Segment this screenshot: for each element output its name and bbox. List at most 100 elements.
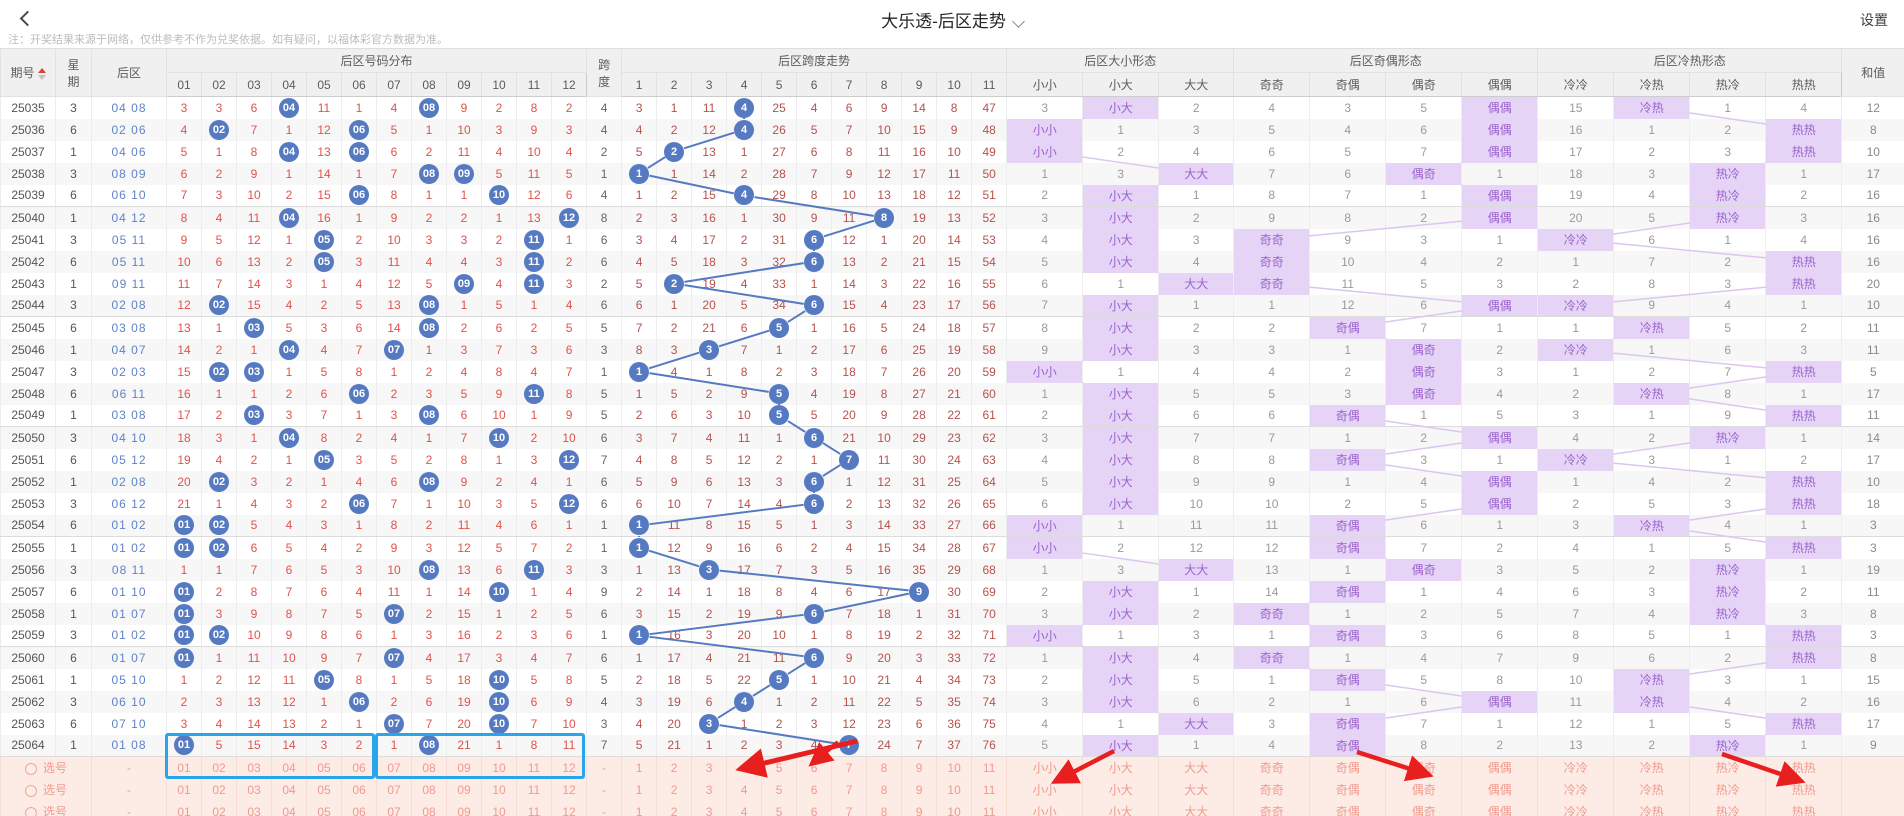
pick-trend-2[interactable]: 2 xyxy=(656,778,693,801)
pick-ch-热热[interactable]: 热热 xyxy=(1765,756,1843,779)
pick-dist-04[interactable]: 04 xyxy=(271,778,307,801)
pick-dist-06[interactable]: 06 xyxy=(341,778,377,801)
pick-dist-07[interactable]: 07 xyxy=(376,756,412,779)
pick-size-小大[interactable]: 小大 xyxy=(1082,778,1160,801)
pick-label-cell[interactable]: 选号 xyxy=(0,756,92,779)
pick-trend-5[interactable]: 5 xyxy=(761,800,798,816)
pick-dist-07[interactable]: 07 xyxy=(376,778,412,801)
pick-dist-08[interactable]: 08 xyxy=(411,800,447,816)
pick-trend-9[interactable]: 9 xyxy=(901,778,938,801)
pick-trend-7[interactable]: 7 xyxy=(831,800,868,816)
pick-trend-4[interactable]: 4 xyxy=(726,756,763,779)
pick-ch-冷冷[interactable]: 冷冷 xyxy=(1537,756,1615,779)
pick-dist-08[interactable]: 08 xyxy=(411,778,447,801)
pick-trend-6[interactable]: 6 xyxy=(796,800,833,816)
pick-dist-10[interactable]: 10 xyxy=(481,756,517,779)
pick-trend-6[interactable]: 6 xyxy=(796,778,833,801)
pick-dist-09[interactable]: 09 xyxy=(446,800,482,816)
pick-trend-1[interactable]: 1 xyxy=(621,800,658,816)
pick-ch-热冷[interactable]: 热冷 xyxy=(1689,778,1767,801)
pick-trend-5[interactable]: 5 xyxy=(761,756,798,779)
sort-icon[interactable] xyxy=(37,67,46,80)
pick-trend-7[interactable]: 7 xyxy=(831,756,868,779)
pick-dist-05[interactable]: 05 xyxy=(306,800,342,816)
pick-size-小小[interactable]: 小小 xyxy=(1006,756,1084,779)
pick-ch-热冷[interactable]: 热冷 xyxy=(1689,800,1767,816)
pick-dist-07[interactable]: 07 xyxy=(376,800,412,816)
pick-trend-8[interactable]: 8 xyxy=(866,800,903,816)
pick-oe-奇偶[interactable]: 奇偶 xyxy=(1309,778,1387,801)
pick-oe-偶偶[interactable]: 偶偶 xyxy=(1461,778,1539,801)
pick-trend-10[interactable]: 10 xyxy=(936,800,973,816)
pick-dist-06[interactable]: 06 xyxy=(341,756,377,779)
pick-dist-10[interactable]: 10 xyxy=(481,778,517,801)
pick-dist-06[interactable]: 06 xyxy=(341,800,377,816)
pick-dist-09[interactable]: 09 xyxy=(446,756,482,779)
pick-dist-10[interactable]: 10 xyxy=(481,800,517,816)
pick-oe-偶奇[interactable]: 偶奇 xyxy=(1385,756,1463,779)
pick-dist-02[interactable]: 02 xyxy=(201,756,237,779)
pick-dist-11[interactable]: 11 xyxy=(516,800,552,816)
pick-ch-热热[interactable]: 热热 xyxy=(1765,800,1843,816)
pick-radio[interactable] xyxy=(24,763,37,776)
pick-trend-3[interactable]: 3 xyxy=(691,800,728,816)
pick-trend-8[interactable]: 8 xyxy=(866,778,903,801)
pick-trend-8[interactable]: 8 xyxy=(866,756,903,779)
pick-dist-01[interactable]: 01 xyxy=(166,756,202,779)
pick-trend-4[interactable]: 4 xyxy=(726,778,763,801)
pick-dist-01[interactable]: 01 xyxy=(166,778,202,801)
pick-dist-12[interactable]: 12 xyxy=(550,800,588,816)
pick-size-大大[interactable]: 大大 xyxy=(1158,800,1235,816)
pick-ch-冷热[interactable]: 冷热 xyxy=(1613,756,1691,779)
pick-trend-4[interactable]: 4 xyxy=(726,800,763,816)
pick-dist-03[interactable]: 03 xyxy=(236,756,272,779)
pick-ch-热热[interactable]: 热热 xyxy=(1765,778,1843,801)
pick-dist-04[interactable]: 04 xyxy=(271,800,307,816)
pick-trend-1[interactable]: 1 xyxy=(621,756,658,779)
pick-size-大大[interactable]: 大大 xyxy=(1158,756,1235,779)
pick-dist-05[interactable]: 05 xyxy=(306,756,342,779)
pick-dist-02[interactable]: 02 xyxy=(201,800,237,816)
pick-dist-03[interactable]: 03 xyxy=(236,778,272,801)
pick-trend-1[interactable]: 1 xyxy=(621,778,658,801)
pick-size-小大[interactable]: 小大 xyxy=(1082,756,1160,779)
pick-oe-奇奇[interactable]: 奇奇 xyxy=(1233,800,1311,816)
pick-trend-9[interactable]: 9 xyxy=(901,756,938,779)
pick-oe-偶奇[interactable]: 偶奇 xyxy=(1385,778,1463,801)
pick-oe-奇偶[interactable]: 奇偶 xyxy=(1309,800,1387,816)
pick-label-cell[interactable]: 选号 xyxy=(0,778,92,801)
pick-size-小大[interactable]: 小大 xyxy=(1082,800,1160,816)
pick-ch-冷冷[interactable]: 冷冷 xyxy=(1537,800,1615,816)
pick-radio[interactable] xyxy=(24,784,37,797)
pick-size-大大[interactable]: 大大 xyxy=(1158,778,1235,801)
pick-oe-偶偶[interactable]: 偶偶 xyxy=(1461,756,1539,779)
pick-ch-冷热[interactable]: 冷热 xyxy=(1613,778,1691,801)
pick-dist-12[interactable]: 12 xyxy=(550,756,588,779)
pick-dist-05[interactable]: 05 xyxy=(306,778,342,801)
pick-dist-11[interactable]: 11 xyxy=(516,756,552,779)
pick-oe-奇奇[interactable]: 奇奇 xyxy=(1233,778,1311,801)
pick-size-小小[interactable]: 小小 xyxy=(1006,800,1084,816)
settings-button[interactable]: 设置 xyxy=(1860,12,1888,28)
pick-ch-冷冷[interactable]: 冷冷 xyxy=(1537,778,1615,801)
pick-dist-08[interactable]: 08 xyxy=(411,756,447,779)
pick-dist-03[interactable]: 03 xyxy=(236,800,272,816)
pick-trend-11[interactable]: 11 xyxy=(971,800,1008,816)
pick-trend-10[interactable]: 10 xyxy=(936,756,973,779)
pick-oe-偶偶[interactable]: 偶偶 xyxy=(1461,800,1539,816)
pick-dist-04[interactable]: 04 xyxy=(271,756,307,779)
pick-dist-01[interactable]: 01 xyxy=(166,800,202,816)
pick-dist-09[interactable]: 09 xyxy=(446,778,482,801)
pick-trend-2[interactable]: 2 xyxy=(656,800,693,816)
pick-radio[interactable] xyxy=(24,806,37,816)
pick-trend-6[interactable]: 6 xyxy=(796,756,833,779)
pick-oe-奇偶[interactable]: 奇偶 xyxy=(1309,756,1387,779)
pick-label-cell[interactable]: 选号 xyxy=(0,800,92,816)
pick-trend-11[interactable]: 11 xyxy=(971,756,1008,779)
pick-trend-10[interactable]: 10 xyxy=(936,778,973,801)
page-title-wrap[interactable]: 大乐透-后区走势 xyxy=(0,7,1904,32)
pick-trend-5[interactable]: 5 xyxy=(761,778,798,801)
pick-trend-2[interactable]: 2 xyxy=(656,756,693,779)
pick-dist-12[interactable]: 12 xyxy=(550,778,588,801)
pick-ch-热冷[interactable]: 热冷 xyxy=(1689,756,1767,779)
